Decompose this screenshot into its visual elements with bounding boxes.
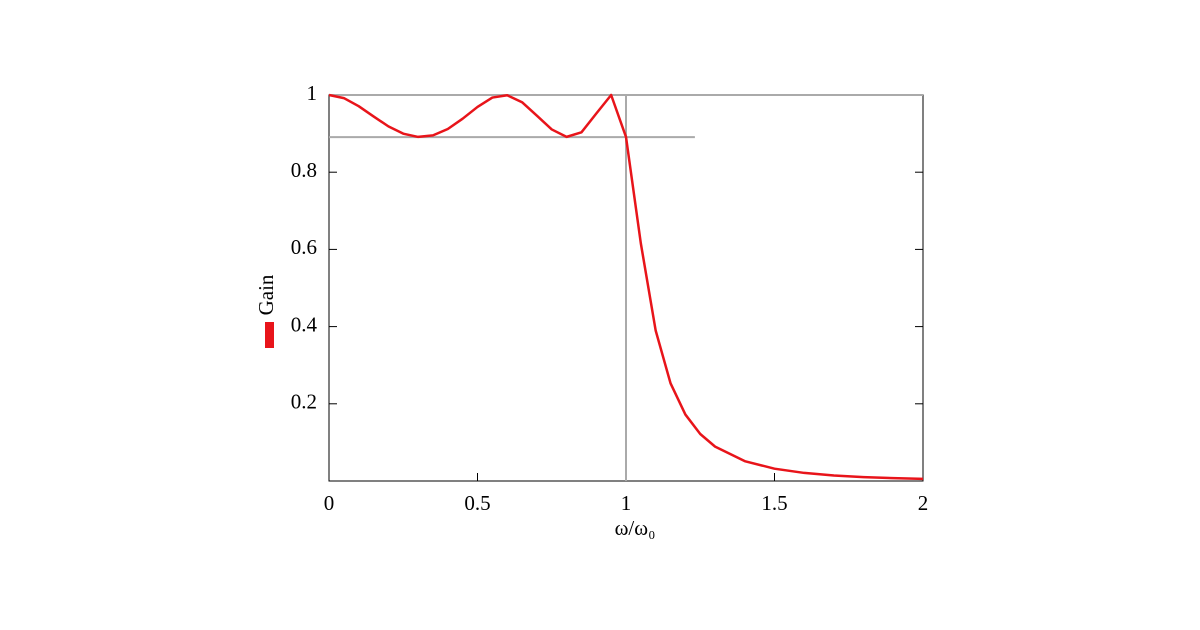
x-tick-label: 0.5 bbox=[464, 491, 490, 515]
x-tick-label: 0 bbox=[324, 491, 335, 515]
y-tick-label: 0.8 bbox=[291, 158, 317, 182]
y-axis-label: Gain bbox=[254, 274, 278, 315]
x-tick-label: 1.5 bbox=[761, 491, 787, 515]
x-tick-label: 2 bbox=[918, 491, 929, 515]
y-tick-label: 0.2 bbox=[291, 390, 317, 414]
y-tick-label: 0.6 bbox=[291, 235, 317, 259]
x-tick-label: 1 bbox=[621, 491, 632, 515]
y-tick-label: 0.4 bbox=[291, 312, 318, 336]
y-tick-label: 1 bbox=[307, 81, 318, 105]
legend-swatch bbox=[265, 322, 274, 348]
data-line bbox=[328, 93, 924, 481]
x-axis-label: ω/ω₀ bbox=[615, 516, 656, 540]
